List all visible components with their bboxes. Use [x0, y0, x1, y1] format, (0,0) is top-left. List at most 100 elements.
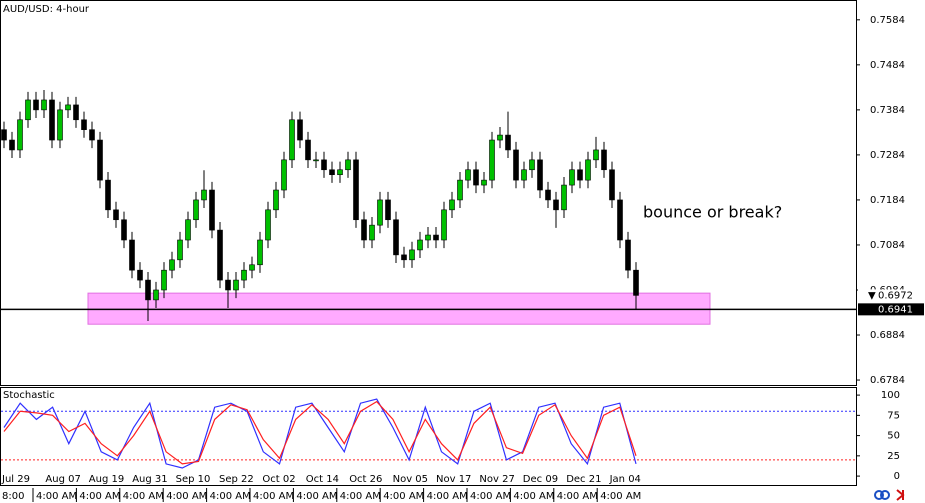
stochastic-line: [3, 398, 637, 469]
candle-body: [441, 209, 447, 241]
candle-body: [145, 279, 151, 301]
candle-body: [193, 199, 199, 221]
candle-body: [497, 134, 503, 141]
candle-body: [417, 239, 423, 251]
y-tick-label: 0.7384: [870, 105, 905, 116]
candle-body: [153, 289, 159, 301]
candle-body: [617, 199, 623, 241]
candle-body: [353, 159, 359, 221]
candle-body: [41, 99, 47, 111]
x-date-label: Dec 09: [523, 474, 558, 485]
candle-body: [169, 259, 175, 271]
candle-body: [361, 219, 367, 241]
candle-body: [17, 119, 23, 151]
candle-body: [113, 209, 119, 221]
candle-body: [25, 99, 31, 121]
candle-body: [577, 169, 583, 181]
candle-body: [97, 139, 103, 181]
candle-body: [289, 119, 295, 161]
candle-body: [225, 279, 231, 291]
candle-body: [185, 219, 191, 241]
x-date-label: Jul 29: [1, 474, 30, 485]
candle-body: [385, 199, 391, 221]
candle-body: [177, 239, 183, 261]
scroll-icon[interactable]: [896, 489, 905, 501]
candle-body: [433, 234, 439, 241]
candle-body: [49, 99, 55, 141]
candle-body: [297, 119, 303, 141]
x-time-label: 4:00 AM: [210, 491, 251, 502]
candle-body: [217, 229, 223, 281]
x-time-label: 4:00 AM: [79, 491, 120, 502]
candle-body: [457, 179, 463, 201]
support-price-label: 0.6941: [878, 304, 913, 315]
candle-body: [129, 239, 135, 271]
link-icon[interactable]: [874, 490, 884, 500]
candle-body: [409, 249, 415, 261]
candle-body: [401, 254, 407, 261]
candle-body: [609, 169, 615, 201]
y-tick-label: 0.6884: [870, 330, 905, 341]
candle-body: [105, 179, 111, 211]
candle-body: [161, 269, 167, 291]
y-tick-label: 25: [887, 451, 900, 462]
x-time-label: 4:00 AM: [253, 491, 294, 502]
stochastic-panel: [0, 387, 857, 486]
link-icon[interactable]: [880, 490, 890, 500]
candle-body: [473, 169, 479, 186]
candle-body: [305, 139, 311, 161]
y-tick-label: 0.6784: [870, 375, 905, 386]
x-date-label: Oct 26: [349, 474, 382, 485]
candle-body: [393, 219, 399, 256]
candle-body: [345, 159, 351, 171]
candle-body: [57, 109, 63, 141]
x-date-label: Aug 31: [132, 474, 167, 485]
candle-body: [521, 169, 527, 181]
candle-body: [73, 104, 79, 121]
candle-body: [201, 189, 207, 201]
y-tick-label: 0.7184: [870, 195, 905, 206]
candle-body: [209, 189, 215, 231]
x-time-label: 4:00 AM: [470, 491, 511, 502]
candle-body: [481, 179, 487, 186]
candle-body: [505, 134, 511, 151]
x-date-label: Nov 17: [436, 474, 471, 485]
x-date-label: Sep 22: [219, 474, 254, 485]
x-date-label: Sep 10: [176, 474, 211, 485]
candle-body: [601, 149, 607, 171]
x-date-label: Nov 05: [393, 474, 428, 485]
candle-body: [625, 239, 631, 271]
candle-body: [529, 159, 535, 171]
x-date-label: Oct 02: [262, 474, 295, 485]
panel-title-bg: [1, 388, 56, 400]
candle-body: [513, 149, 519, 181]
x-date-label: Nov 27: [479, 474, 514, 485]
candle-body: [249, 264, 255, 271]
candle-body: [65, 104, 71, 111]
x-time-label: 8:00: [2, 491, 24, 502]
x-time-label: 4:00 AM: [600, 491, 641, 502]
x-time-label: 4:00 AM: [123, 491, 164, 502]
candle-body: [233, 279, 239, 291]
candle-body: [425, 234, 431, 241]
candle-body: [265, 209, 271, 241]
x-date-label: Oct 14: [306, 474, 339, 485]
y-tick-label: 75: [887, 410, 900, 421]
candle-body: [313, 159, 319, 162]
chart-title: AUD/USD: 4-hour: [3, 4, 90, 15]
candle-body: [489, 139, 495, 181]
candle-body: [257, 239, 263, 266]
x-time-label: 4:00 AM: [296, 491, 337, 502]
x-date-label: Jan 04: [609, 474, 641, 485]
y-tick-label: 0.7284: [870, 150, 905, 161]
candle-body: [281, 159, 287, 191]
toolbar-icons[interactable]: [874, 489, 905, 501]
candle-body: [321, 159, 327, 171]
candle-body: [585, 159, 591, 181]
candle-body: [569, 169, 575, 186]
y-tick-label: 100: [881, 390, 900, 401]
support-price-box: [858, 303, 924, 316]
last-price-label: 0.6972: [878, 290, 913, 301]
last-price-arrow: ▼: [868, 290, 876, 301]
